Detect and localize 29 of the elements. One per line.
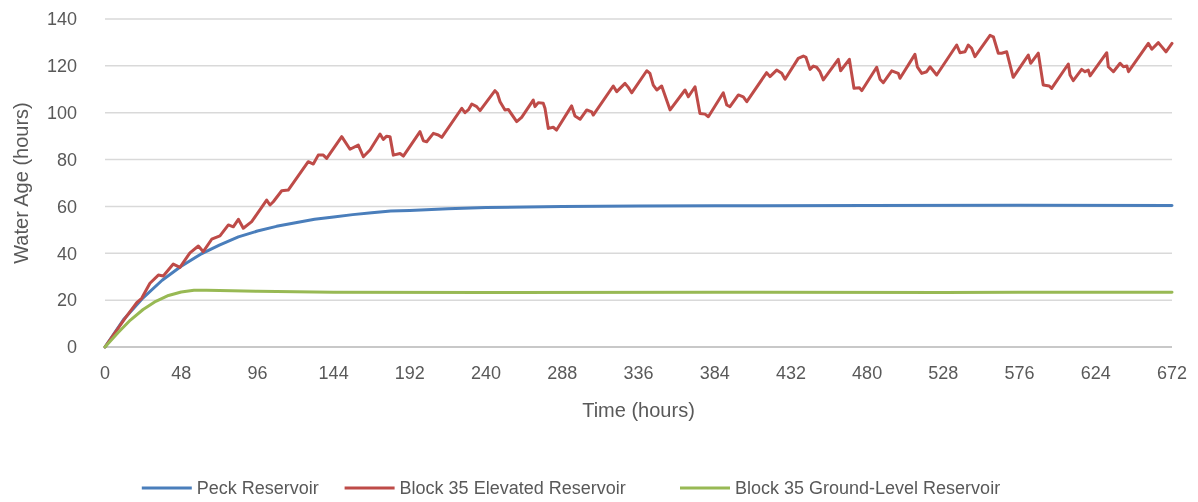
y-tick-label: 140	[46, 9, 77, 30]
y-tick-label: 120	[46, 56, 77, 77]
y-tick-label: 20	[56, 290, 77, 311]
x-tick-label: 240	[471, 363, 502, 383]
y-tick-label: 40	[56, 243, 77, 264]
x-tick-label: 0	[99, 363, 111, 383]
y-tick-label: 80	[56, 149, 77, 170]
y-tick-label: 60	[56, 196, 77, 217]
x-tick-label: 288	[547, 363, 578, 383]
x-axis-title: Time (hours)	[582, 399, 695, 421]
x-tick-label: 384	[699, 363, 730, 383]
x-tick-label: 672	[1156, 363, 1188, 383]
x-tick-label: 192	[394, 363, 425, 383]
legend-label: Block 35 Elevated Reservoir	[399, 478, 626, 499]
y-axis-title: Water Age (hours)	[10, 102, 32, 264]
legend-label: Block 35 Ground-Level Reservoir	[735, 478, 1001, 499]
x-tick-label: 480	[852, 363, 883, 383]
x-tick-label: 576	[1004, 363, 1035, 383]
line-series	[103, 288, 1174, 349]
x-tick-label: 48	[171, 363, 192, 383]
legend-label: Peck Reservoir	[196, 478, 319, 499]
y-tick-label: 0	[66, 337, 77, 358]
x-tick-label: 432	[775, 363, 806, 383]
x-tick-label: 144	[318, 363, 349, 383]
x-tick-label: 528	[928, 363, 959, 383]
x-tick-label: 336	[623, 363, 654, 383]
x-tick-label: 624	[1080, 363, 1111, 383]
y-tick-label: 100	[46, 103, 77, 124]
x-tick-label: 96	[247, 363, 268, 383]
